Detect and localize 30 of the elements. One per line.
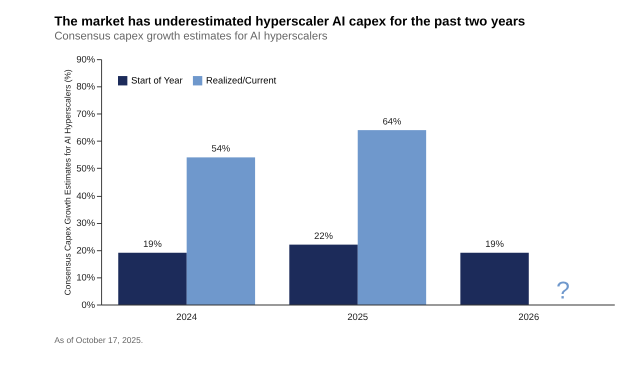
- data-label: 22%: [314, 230, 333, 241]
- text: As of October 17, 2025.: [54, 334, 144, 345]
- data-label: 64%: [382, 116, 402, 126]
- y-tick-label: 70%: [76, 108, 96, 119]
- y-tick-label: 0%: [82, 300, 96, 310]
- y-tick-label: 80%: [76, 82, 96, 92]
- chart-title: The market has underestimated hyperscaler AI capex for the past two years: [54, 13, 526, 28]
- data-label: 19%: [485, 239, 504, 250]
- y-tick-label: 60%: [76, 136, 96, 146]
- y-tick-label: 90%: [76, 54, 96, 64]
- bar: [186, 157, 256, 305]
- x-tick-label: 2025: [347, 312, 368, 322]
- x-tick-label: 2026: [518, 312, 540, 322]
- y-tick-label: 50%: [76, 164, 96, 174]
- y-axis-title: Consensus Capex Growth Estimates for AI Hyperscalers (%): [62, 69, 73, 296]
- bar: [118, 252, 187, 305]
- data-label: 54%: [212, 144, 230, 154]
- y-tick-label: 40%: [76, 190, 96, 201]
- chart-subtitle: Consensus capex growth estimates for AI hyperscalers: [54, 30, 328, 43]
- data-label: 19%: [143, 239, 162, 250]
- bar: [289, 244, 358, 305]
- y-tick-label: 20%: [76, 245, 96, 256]
- y-tick-label: 10%: [76, 272, 96, 283]
- legend-label: Start of Year: [131, 76, 183, 86]
- bar: [358, 130, 426, 305]
- y-tick-label: 30%: [76, 218, 96, 228]
- x-tick-label: 2024: [176, 312, 198, 322]
- annotation: ?: [556, 277, 570, 304]
- legend-label: Realized/Current: [206, 76, 277, 86]
- bar: [460, 252, 529, 305]
